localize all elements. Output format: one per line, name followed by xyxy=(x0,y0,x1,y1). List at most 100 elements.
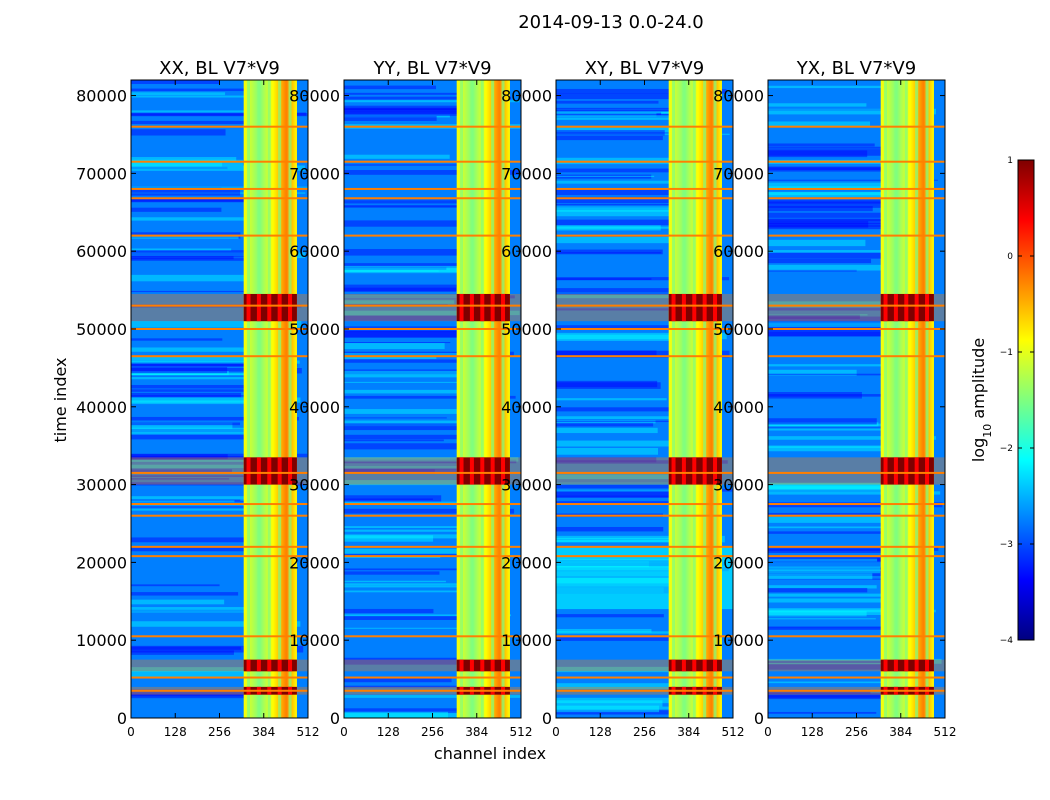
y-tick-label: 10000 xyxy=(713,631,764,650)
flagged-row xyxy=(131,125,308,128)
y-tick-label: 30000 xyxy=(76,476,127,495)
flagged-row xyxy=(131,304,308,307)
flagged-row xyxy=(344,689,521,692)
y-tick-label: 10000 xyxy=(289,631,340,650)
colorbar-tick-label: −3 xyxy=(1000,540,1013,550)
flagged-row xyxy=(131,503,308,506)
colorbar-tick-label: 0 xyxy=(1007,252,1013,262)
flagged-row xyxy=(131,187,308,190)
flagged-row xyxy=(344,304,521,307)
x-tick-label: 384 xyxy=(252,725,275,739)
y-tick-label: 70000 xyxy=(501,164,552,183)
y-tick-label: 50000 xyxy=(713,320,764,339)
y-tick-label: 0 xyxy=(754,709,764,728)
flagged-row xyxy=(556,125,733,128)
flagged-row xyxy=(344,160,521,163)
y-tick-label: 0 xyxy=(542,709,552,728)
x-tick-label: 0 xyxy=(764,725,772,739)
panel-yx: YX, BL V7*V9 0 10000 20000 30000 40000 50000 60… xyxy=(713,58,956,739)
y-tick-label: 50000 xyxy=(501,320,552,339)
panel-xx: XX, BL V7*V9 0 10000 20000 30000 40000 50000 60… xyxy=(76,58,319,739)
y-tick-label: 70000 xyxy=(713,164,764,183)
flagged-row xyxy=(344,635,521,638)
flagged-row xyxy=(131,327,308,330)
y-tick-label: 80000 xyxy=(501,87,552,106)
y-axis-label: time index xyxy=(51,357,70,442)
flagged-row xyxy=(768,160,945,163)
y-tick-label: 70000 xyxy=(76,164,127,183)
flagged-row xyxy=(344,355,521,358)
flagged-row xyxy=(556,689,733,692)
y-tick-label: 40000 xyxy=(501,398,552,417)
flagged-row xyxy=(768,503,945,506)
flagged-row xyxy=(344,503,521,506)
flagged-row xyxy=(344,197,521,200)
flagged-row xyxy=(768,197,945,200)
y-tick-label: 50000 xyxy=(76,320,127,339)
y-tick-label: 20000 xyxy=(501,553,552,572)
flagged-row xyxy=(768,676,945,679)
x-tick-label: 128 xyxy=(377,725,400,739)
y-tick-label: 20000 xyxy=(76,553,127,572)
y-tick-label: 60000 xyxy=(76,242,127,261)
colorbar-tick-label: 1 xyxy=(1007,156,1013,166)
flagged-row xyxy=(344,514,521,517)
x-tick-label: 256 xyxy=(421,725,444,739)
flagged-row xyxy=(768,545,945,548)
x-tick-label: 256 xyxy=(633,725,656,739)
x-tick-label: 0 xyxy=(340,725,348,739)
flagged-row xyxy=(556,355,733,358)
x-tick-label: 0 xyxy=(127,725,135,739)
flagged-row xyxy=(768,187,945,190)
flagged-row xyxy=(556,545,733,548)
panel-title: XY, BL V7*V9 xyxy=(585,58,704,79)
y-tick-label: 10000 xyxy=(501,631,552,650)
flagged-row xyxy=(131,676,308,679)
colorbar-gradient xyxy=(1017,159,1035,641)
x-tick-label: 0 xyxy=(552,725,560,739)
flagged-row xyxy=(556,503,733,506)
colorbar-tick-label: −2 xyxy=(1000,444,1013,454)
x-axis-label: channel index xyxy=(434,744,546,763)
y-tick-label: 60000 xyxy=(289,242,340,261)
flagged-row xyxy=(344,187,521,190)
y-tick-label: 60000 xyxy=(501,242,552,261)
y-tick-label: 30000 xyxy=(713,476,764,495)
flagged-row xyxy=(556,327,733,330)
flagged-row xyxy=(344,471,521,474)
y-tick-label: 80000 xyxy=(713,87,764,106)
x-tick-label: 128 xyxy=(801,725,824,739)
y-tick-label: 80000 xyxy=(289,87,340,106)
y-tick-label: 30000 xyxy=(289,476,340,495)
x-tick-label: 384 xyxy=(889,725,912,739)
flagged-row xyxy=(344,234,521,237)
flagged-row xyxy=(768,635,945,638)
flagged-row xyxy=(556,514,733,517)
flagged-row xyxy=(768,355,945,358)
y-tick-label: 80000 xyxy=(76,87,127,106)
panel-xy: XY, BL V7*V9 0 10000 20000 30000 40000 50000 60… xyxy=(501,58,744,739)
x-tick-label: 256 xyxy=(845,725,868,739)
x-tick-label: 512 xyxy=(934,725,957,739)
x-tick-label: 384 xyxy=(677,725,700,739)
flagged-row xyxy=(768,514,945,517)
flagged-row xyxy=(131,555,308,558)
y-tick-label: 40000 xyxy=(713,398,764,417)
flagged-row xyxy=(344,327,521,330)
y-tick-label: 50000 xyxy=(289,320,340,339)
flagged-row xyxy=(768,555,945,558)
flagged-row xyxy=(768,689,945,692)
panel-title: XX, BL V7*V9 xyxy=(159,58,280,79)
y-tick-label: 40000 xyxy=(289,398,340,417)
flagged-row xyxy=(131,471,308,474)
x-tick-label: 256 xyxy=(208,725,231,739)
x-tick-label: 512 xyxy=(722,725,745,739)
y-tick-label: 20000 xyxy=(289,553,340,572)
flagged-row xyxy=(344,555,521,558)
flagged-row xyxy=(131,545,308,548)
flagged-row xyxy=(131,689,308,692)
flagged-row xyxy=(556,676,733,679)
flagged-row xyxy=(131,160,308,163)
x-tick-label: 128 xyxy=(589,725,612,739)
